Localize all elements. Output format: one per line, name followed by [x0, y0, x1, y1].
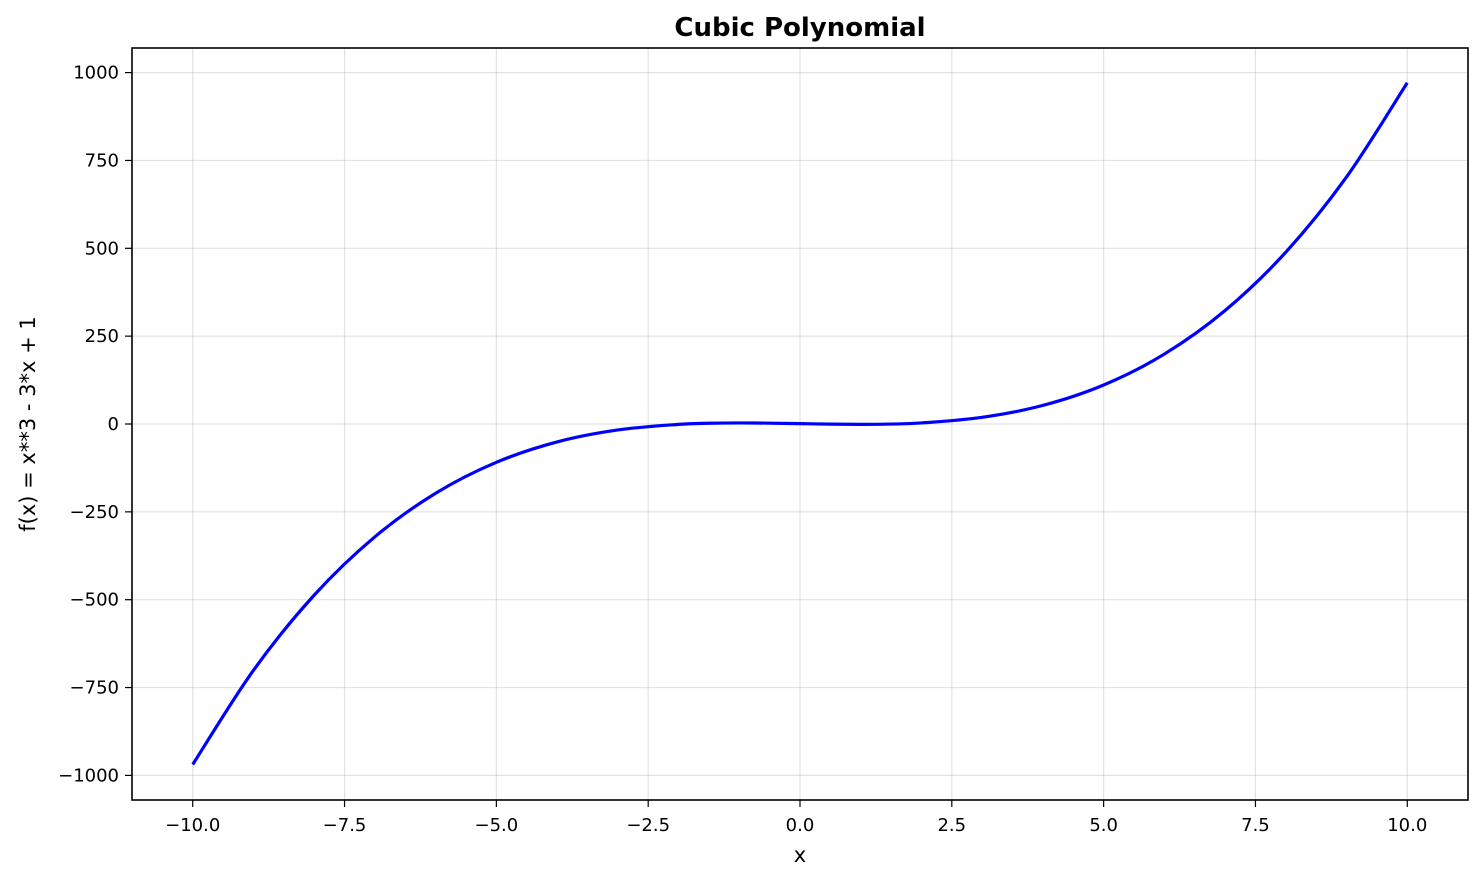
y-tick-label: 0 — [108, 414, 119, 435]
y-tick-label: −750 — [70, 678, 119, 699]
x-tick-label: 0.0 — [786, 815, 815, 836]
series-layer — [191, 81, 1409, 766]
y-tick-label: 500 — [85, 238, 119, 259]
y-tick-label: −500 — [70, 590, 119, 611]
y-tick-label: 250 — [85, 326, 119, 347]
y-tick-label: 1000 — [73, 63, 119, 84]
x-tick-label: −2.5 — [626, 815, 670, 836]
y-axis-label: f(x) = x**3 - 3*x + 1 — [16, 316, 40, 531]
x-tick-label: 10.0 — [1387, 815, 1427, 836]
y-tick-label: 750 — [85, 150, 119, 171]
ticks: −10.0 −7.5 −5.0 −2.5 0.0 2.5 5.0 7.5 10.0 −1000 −7… — [58, 63, 1427, 836]
series-line-0 — [191, 81, 1409, 766]
x-tick-label: 7.5 — [1241, 815, 1270, 836]
x-tick-label: −5.0 — [475, 815, 519, 836]
x-axis-label: x — [794, 843, 806, 867]
x-tick-label: −10.0 — [165, 815, 220, 836]
x-tick-label: 5.0 — [1089, 815, 1118, 836]
x-tick-label: 2.5 — [937, 815, 966, 836]
chart-title: Cubic Polynomial — [674, 13, 925, 43]
y-tick-label: −1000 — [58, 765, 119, 786]
y-tick-label: −250 — [70, 502, 119, 523]
x-tick-label: −7.5 — [323, 815, 367, 836]
